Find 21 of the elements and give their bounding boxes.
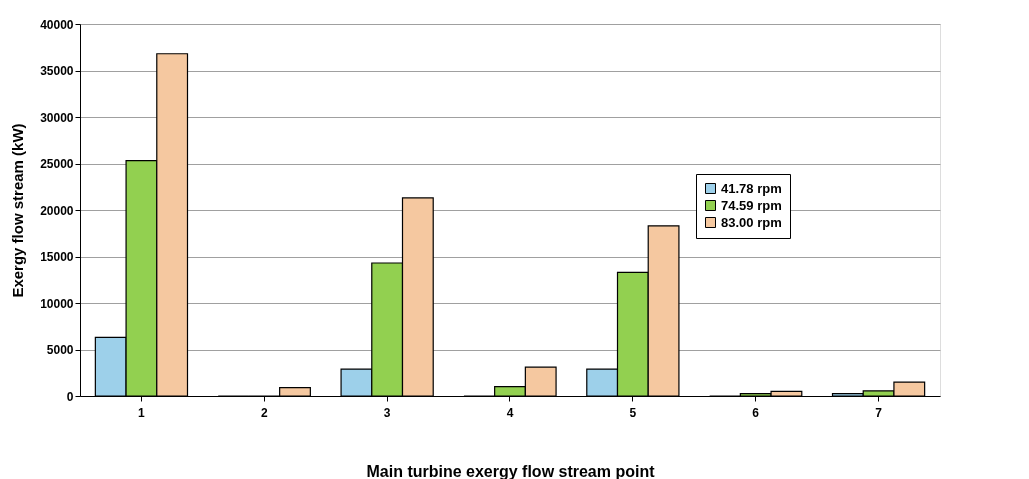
- y-tick-label: 20000: [40, 203, 74, 218]
- x-axis-title: Main turbine exergy flow stream point: [366, 462, 656, 479]
- y-tick-label: 35000: [40, 64, 74, 78]
- legend-label: 41.78 rpm: [721, 180, 782, 196]
- y-tick-label: 0: [66, 389, 74, 404]
- y-tick-label: 5000: [46, 343, 74, 357]
- legend-label: 83.00 rpm: [721, 214, 782, 230]
- y-tick-label: 30000: [40, 110, 74, 125]
- x-tick-label: 7: [875, 405, 883, 420]
- x-tick-label: 6: [752, 405, 760, 420]
- y-tick-label: 25000: [40, 157, 74, 171]
- x-tick-label: 5: [629, 405, 637, 420]
- y-tick-label: 10000: [40, 296, 74, 311]
- legend-label: 74.59 rpm: [721, 197, 782, 213]
- x-tick-label: 2: [260, 405, 268, 420]
- y-tick-label: 40000: [40, 17, 74, 32]
- x-tick-label: 3: [383, 405, 391, 420]
- y-axis-title: Exergy flow stream (kW): [9, 123, 27, 298]
- x-tick-label: 4: [506, 405, 514, 420]
- x-tick-label: 1: [138, 405, 146, 420]
- y-tick-label: 15000: [40, 250, 74, 264]
